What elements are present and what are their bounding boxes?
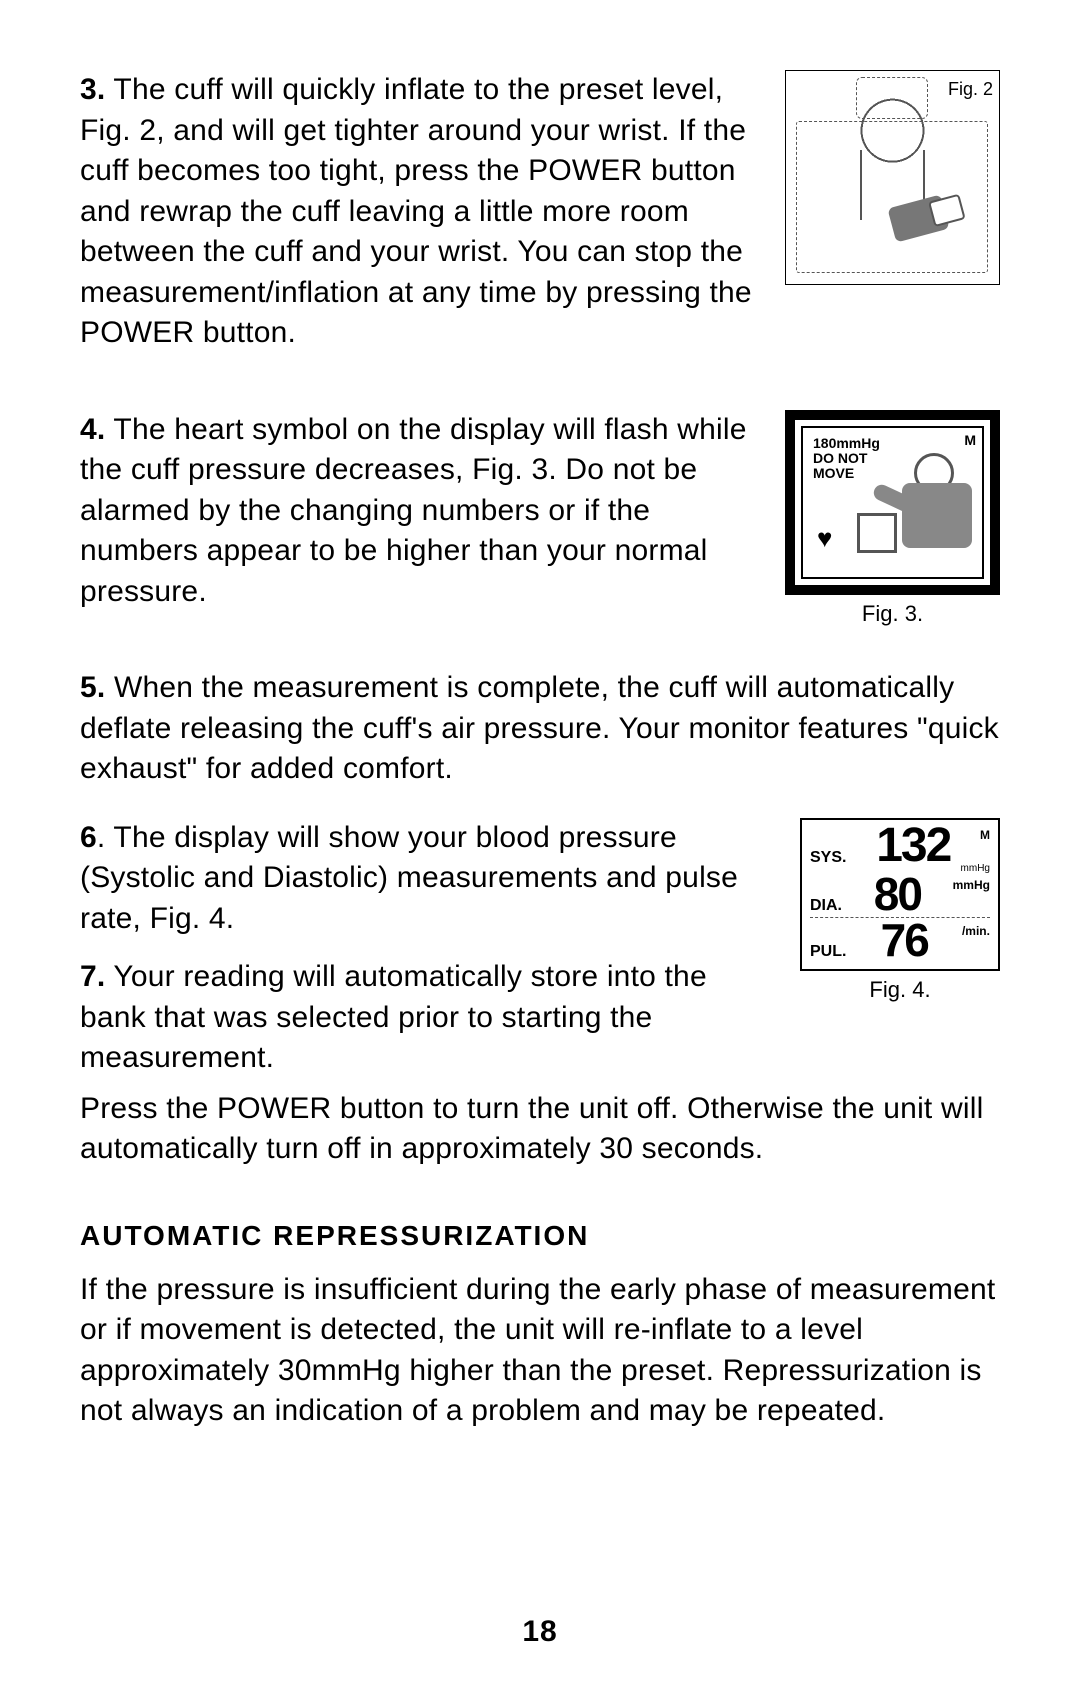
- step-6-text: . The display will show your blood press…: [80, 821, 738, 935]
- step-3-paragraph: 3. The cuff will quickly inflate to the …: [80, 70, 755, 354]
- fig4-dia-label: DIA.: [810, 897, 842, 915]
- section-heading-repressurization: AUTOMATIC REPRESSURIZATION: [80, 1220, 1000, 1252]
- figure-3-lcd: 180mmHg DO NOT MOVE M ♥: [801, 426, 984, 579]
- figure-3-person-icon: [877, 453, 972, 568]
- figure-4-caption: Fig. 4.: [869, 977, 930, 1003]
- figure-2-illustration: Fig. 2: [785, 70, 1000, 285]
- page-number: 18: [0, 1615, 1080, 1649]
- figure-2-head-outline: [856, 77, 928, 119]
- step-6-paragraph: 6. The display will show your blood pres…: [80, 818, 770, 940]
- step-7-number: 7.: [80, 960, 105, 993]
- step-5-text: When the measurement is complete, the cu…: [80, 671, 999, 785]
- figure-3-column: 180mmHg DO NOT MOVE M ♥ Fig. 3.: [785, 410, 1000, 627]
- fig4-sys-label: SYS.: [810, 849, 846, 867]
- step-4-number: 4.: [80, 413, 105, 446]
- fig4-sys-value: 132: [876, 824, 950, 867]
- step-7-paragraph-part1: 7. Your reading will automatically store…: [80, 957, 770, 1079]
- step-3-row: 3. The cuff will quickly inflate to the …: [80, 70, 1000, 382]
- figure-4-illustration: SYS. 132 M mmHg DIA. 80 mmHg PUL. 76 /mi…: [800, 818, 1000, 972]
- figure-3-lcd-text: 180mmHg DO NOT MOVE: [813, 436, 880, 482]
- figure-4-column: SYS. 132 M mmHg DIA. 80 mmHg PUL. 76 /mi…: [800, 818, 1000, 1004]
- step-4-row: 4. The heart symbol on the display will …: [80, 410, 1000, 641]
- manual-page: 3. The cuff will quickly inflate to the …: [0, 0, 1080, 1697]
- figure-2-column: Fig. 2: [785, 70, 1000, 285]
- step-6-row: 6. The display will show your blood pres…: [80, 818, 1000, 1079]
- fig4-pul-value: 76: [881, 920, 928, 961]
- fig4-top-right: M: [980, 828, 990, 842]
- figure-3-caption: Fig. 3.: [862, 601, 923, 627]
- step-4-paragraph: 4. The heart symbol on the display will …: [80, 410, 755, 613]
- power-off-paragraph: Press the POWER button to turn the unit …: [80, 1089, 1000, 1170]
- step-5-number: 5.: [80, 671, 105, 704]
- figure-3-corner: M: [964, 432, 976, 448]
- step-7-text: Your reading will automatically store in…: [80, 960, 707, 1074]
- section-body-repressurization: If the pressure is insufficient during t…: [80, 1270, 1000, 1432]
- step-3-text: The cuff will quickly inflate to the pre…: [80, 73, 752, 349]
- step-6-number: 6: [80, 821, 97, 854]
- figure-2-caption: Fig. 2: [948, 79, 993, 100]
- step-4-text: The heart symbol on the display will fla…: [80, 413, 747, 608]
- fig4-pul-label: PUL.: [810, 943, 846, 961]
- step-5-paragraph: 5. When the measurement is complete, the…: [80, 668, 1000, 790]
- step-3-number: 3.: [80, 73, 105, 106]
- fig4-unit3: /min.: [962, 924, 990, 938]
- heart-icon: ♥: [817, 523, 832, 554]
- fig4-unit2: mmHg: [953, 878, 990, 892]
- fig4-dia-value: 80: [874, 874, 921, 915]
- figure-3-illustration: 180mmHg DO NOT MOVE M ♥: [785, 410, 1000, 595]
